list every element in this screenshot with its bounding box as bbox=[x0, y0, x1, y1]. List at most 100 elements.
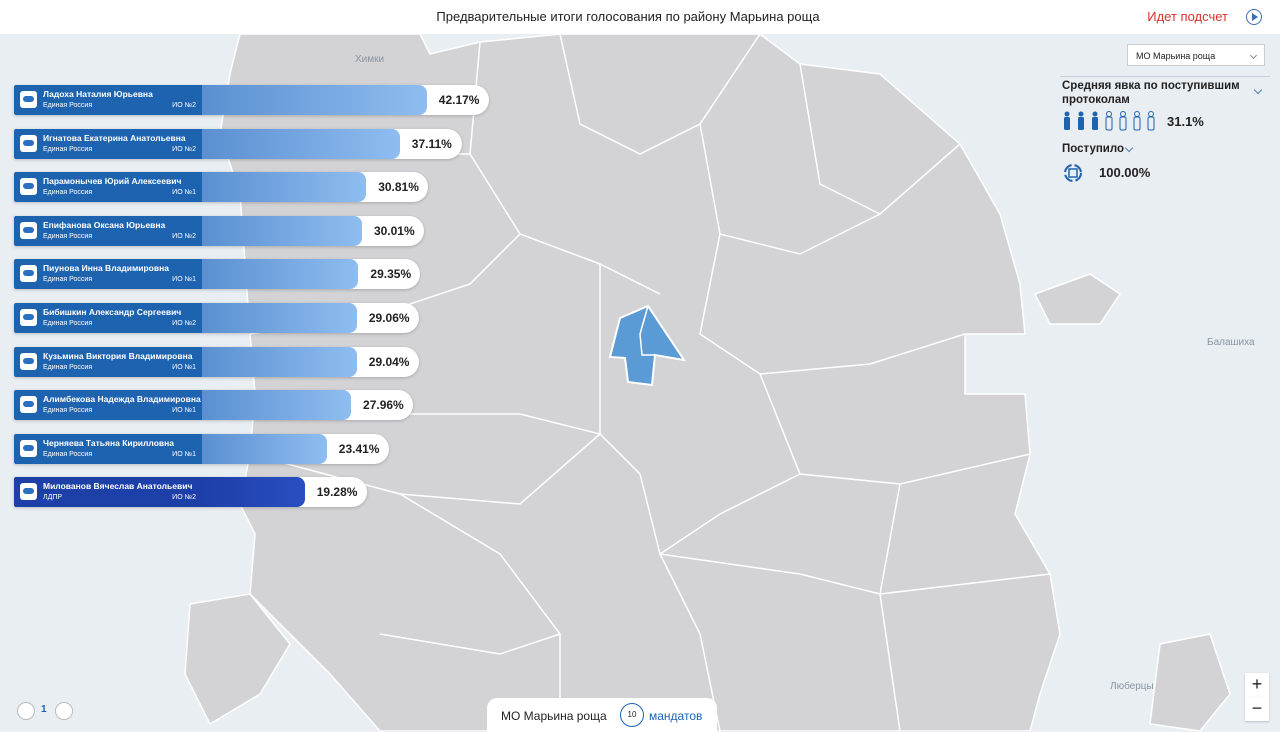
turnout-label: Средняя явка по поступившим протоколам bbox=[1062, 80, 1240, 106]
party-logo bbox=[20, 309, 37, 326]
next-page[interactable] bbox=[55, 702, 73, 720]
prev-page[interactable] bbox=[17, 702, 35, 720]
candidate-district: ИО №1 bbox=[172, 407, 196, 414]
candidate-district: ИО №1 bbox=[172, 364, 196, 371]
zoom-in[interactable]: + bbox=[1245, 673, 1269, 697]
result-bar bbox=[202, 347, 357, 377]
candidate-party: Единая Россия bbox=[43, 233, 93, 240]
candidate-badge: Епифанова Оксана Юрьевна Единая Россия ИО … bbox=[14, 216, 202, 246]
result-bar bbox=[202, 172, 367, 202]
received-icon bbox=[1064, 164, 1082, 182]
candidate-party: Единая Россия bbox=[43, 102, 93, 109]
divider bbox=[1060, 76, 1270, 77]
candidate-name: Игнатова Екатерина Анатольевна bbox=[43, 133, 186, 143]
map bbox=[0, 34, 1280, 731]
result-bar bbox=[202, 303, 357, 333]
candidate-badge: Игнатова Екатерина Анатольевна Единая Рос… bbox=[14, 129, 202, 159]
candidate-badge: Пиунова Инна Владимировна Единая Россия ИО… bbox=[14, 259, 202, 289]
result-percent: 29.06% bbox=[368, 311, 410, 325]
page-number[interactable]: 1 bbox=[41, 704, 47, 715]
candidate-name: Бибишкин Александр Сергеевич bbox=[43, 307, 182, 317]
candidate-badge: Парамонычев Юрий Алексеевич Единая Россия… bbox=[14, 172, 202, 202]
mandates-label: мандатов bbox=[649, 709, 703, 723]
result-bar bbox=[202, 129, 400, 159]
result-bar bbox=[202, 477, 305, 507]
party-logo bbox=[20, 91, 37, 108]
result-percent: 29.04% bbox=[368, 355, 410, 369]
selected-district bbox=[608, 304, 687, 387]
result-percent: 30.01% bbox=[373, 224, 415, 238]
received-label: Поступило bbox=[1062, 143, 1125, 155]
party-logo bbox=[20, 178, 37, 195]
page-title: Предварительные итоги голосования по рай… bbox=[436, 9, 820, 24]
party-logo bbox=[20, 265, 37, 282]
candidate-name: Ладоха Наталия Юрьевна bbox=[43, 89, 153, 99]
candidate-name: Епифанова Оксана Юрьевна bbox=[43, 220, 166, 230]
candidate-district: ИО №1 bbox=[172, 189, 196, 196]
candidate-party: Единая Россия bbox=[43, 320, 93, 327]
candidate-name: Милованов Вячеслав Анатольевич bbox=[43, 481, 193, 491]
candidate-name: Кузьмина Виктория Владимировна bbox=[43, 351, 193, 361]
candidate-district: ИО №2 bbox=[172, 494, 196, 501]
zoom-out[interactable]: − bbox=[1245, 697, 1269, 721]
candidate-name: Пиунова Инна Владимировна bbox=[43, 263, 169, 273]
party-logo bbox=[20, 396, 37, 413]
result-percent: 37.11% bbox=[411, 137, 452, 151]
candidate-district: ИО №2 bbox=[172, 102, 196, 109]
candidate-party: Единая Россия bbox=[43, 407, 93, 414]
candidate-party: Единая Россия bbox=[43, 364, 93, 371]
candidate-name: Черняева Татьяна Кирилловна bbox=[43, 438, 174, 448]
candidate-district: ИО №2 bbox=[172, 233, 196, 240]
selected-district-border bbox=[639, 305, 655, 356]
candidate-badge: Алимбекова Надежда Владимировна Единая Ро… bbox=[14, 390, 202, 420]
party-logo bbox=[20, 353, 37, 370]
turnout-icons bbox=[1064, 111, 1155, 131]
candidate-badge: Милованов Вячеслав Анатольевич ЛДПР ИО №2 bbox=[14, 477, 202, 507]
candidate-district: ИО №1 bbox=[172, 451, 196, 458]
footer-district: МО Марьина роща bbox=[501, 709, 607, 723]
district-select[interactable]: МО Марьина роща bbox=[1127, 44, 1265, 66]
city-area-east bbox=[1033, 273, 1122, 325]
candidate-badge: Бибишкин Александр Сергеевич Единая Росси… bbox=[14, 303, 202, 333]
candidate-party: Единая Россия bbox=[43, 451, 93, 458]
result-bar bbox=[202, 434, 327, 464]
result-percent: 19.28% bbox=[316, 485, 358, 499]
result-bar bbox=[202, 216, 362, 246]
map-label: Химки bbox=[355, 54, 385, 65]
result-percent: 27.96% bbox=[363, 398, 404, 412]
candidate-party: Единая Россия bbox=[43, 276, 93, 283]
status-link[interactable]: Идет подсчет bbox=[1147, 9, 1228, 24]
people-filled bbox=[1064, 111, 1098, 130]
people-empty bbox=[1105, 111, 1155, 131]
city-area-southwest bbox=[184, 593, 291, 726]
result-percent: 29.35% bbox=[370, 267, 412, 281]
party-logo bbox=[20, 440, 37, 457]
candidate-party: Единая Россия bbox=[43, 189, 93, 196]
city-area-southeast bbox=[1149, 633, 1231, 731]
result-percent: 42.17% bbox=[438, 93, 480, 107]
party-logo bbox=[20, 483, 37, 500]
header: Предварительные итоги голосования по рай… bbox=[0, 0, 1280, 34]
result-bar bbox=[202, 85, 427, 115]
footer: МО Марьина роща 10 мандатов bbox=[487, 698, 717, 732]
mandates-count: 10 bbox=[620, 703, 644, 727]
party-logo bbox=[20, 135, 37, 152]
candidate-badge: Черняева Татьяна Кирилловна Единая Россия… bbox=[14, 434, 202, 464]
candidate-name: Парамонычев Юрий Алексеевич bbox=[43, 176, 182, 186]
play-button[interactable] bbox=[1246, 9, 1262, 25]
result-bar bbox=[202, 259, 359, 289]
party-logo bbox=[20, 222, 37, 239]
candidate-name: Алимбекова Надежда Владимировна bbox=[43, 394, 201, 404]
candidate-district: ИО №1 bbox=[172, 276, 196, 283]
candidate-district: ИО №2 bbox=[172, 320, 196, 327]
candidate-badge: Ладоха Наталия Юрьевна Единая Россия ИО №2 bbox=[14, 85, 202, 115]
candidate-district: ИО №2 bbox=[172, 146, 196, 153]
candidate-party: ЛДПР bbox=[43, 494, 63, 501]
candidate-party: Единая Россия bbox=[43, 146, 93, 153]
result-bar bbox=[202, 390, 352, 420]
map-label: Люберцы bbox=[1110, 681, 1154, 692]
result-percent: 23.41% bbox=[338, 442, 380, 456]
candidate-badge: Кузьмина Виктория Владимировна Единая Рос… bbox=[14, 347, 202, 377]
result-percent: 30.81% bbox=[378, 180, 419, 194]
